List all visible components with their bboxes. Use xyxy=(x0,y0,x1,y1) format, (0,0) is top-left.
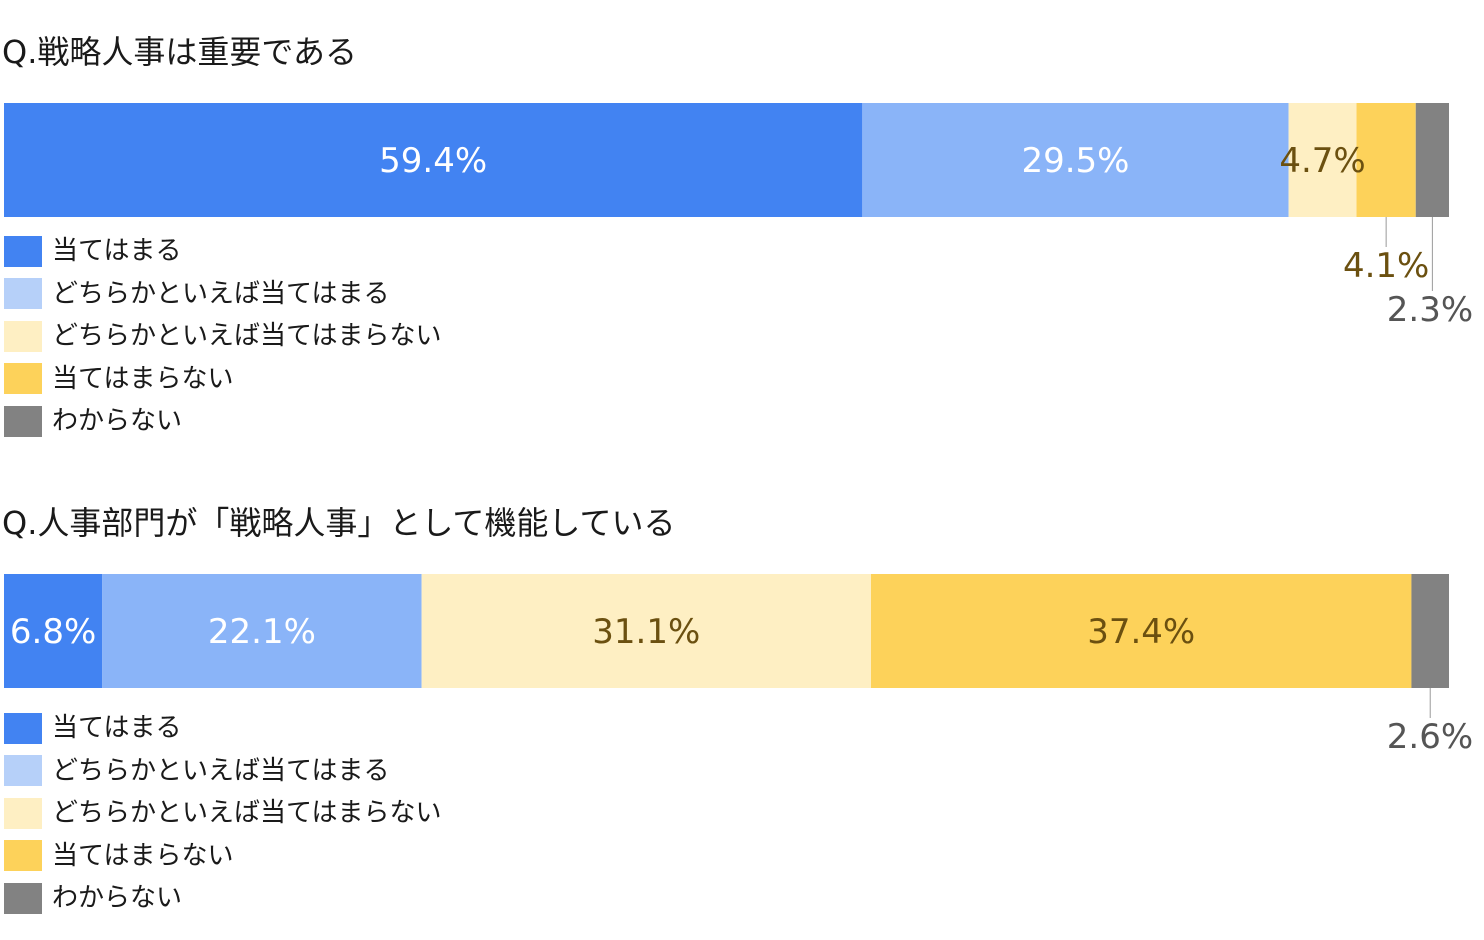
legend-label: 当てはまらない xyxy=(52,363,234,394)
legend-swatch xyxy=(4,712,42,744)
legend-label: 当てはまらない xyxy=(52,840,234,871)
legend-item-disagree: 当てはまらない xyxy=(4,358,441,401)
data-label: 4.1% xyxy=(1343,246,1429,286)
data-label: 6.8% xyxy=(10,612,96,652)
stacked-bar-plot: 6.8% 22.1% 31.1% 37.4% 2.6% xyxy=(4,574,1473,757)
legend-item-strongly-agree: 当てはまる xyxy=(4,707,441,750)
legend-label: どちらかといえば当てはまらない xyxy=(52,798,442,829)
data-label: 37.4% xyxy=(1087,612,1195,652)
legend-swatch xyxy=(4,363,42,395)
data-label: 59.4% xyxy=(379,141,487,181)
data-label: 2.6% xyxy=(1387,717,1473,757)
bar-segment-dont-know xyxy=(1415,103,1449,217)
legend-item-disagree: 当てはまらない xyxy=(4,835,441,878)
bar-segment-dont-know xyxy=(1411,574,1449,688)
bar-segment-somewhat-agree xyxy=(102,574,422,688)
data-label: 31.1% xyxy=(592,612,700,652)
data-label: 29.5% xyxy=(1021,141,1129,181)
bar-segment-strongly-agree xyxy=(4,574,103,688)
chart-strategic-hr-important: Q.戦略人事は重要である 59.4% 29.5% 4.7% 4.1% 2.3% 当てはま… xyxy=(0,32,1484,462)
legend: 当てはまる どちらかといえば当てはまる どちらかといえば当てはまらない 当てはま… xyxy=(4,230,441,443)
bar-segment-disagree xyxy=(871,574,1412,688)
legend-label: わからない xyxy=(52,883,183,914)
chart-title: Q.人事部門が「戦略人事」として機能している xyxy=(2,504,676,542)
legend-item-dont-know: わからない xyxy=(4,877,441,920)
stacked-bar-plot: 59.4% 29.5% 4.7% 4.1%2.3% xyxy=(4,103,1473,330)
legend-swatch xyxy=(4,755,42,787)
data-label: 2.3% xyxy=(1387,290,1473,330)
legend-label: どちらかといえば当てはまらない xyxy=(52,321,442,352)
legend-swatch xyxy=(4,320,42,352)
bar-segment-somewhat-agree xyxy=(862,103,1289,217)
legend-swatch xyxy=(4,840,42,872)
data-label: 4.7% xyxy=(1279,141,1365,181)
legend-label: どちらかといえば当てはまる xyxy=(52,278,390,309)
legend-item-dont-know: わからない xyxy=(4,400,441,443)
bar-segment-somewhat-disagree xyxy=(1288,103,1357,217)
bar-segment-disagree xyxy=(1356,103,1416,217)
legend-label: どちらかといえば当てはまる xyxy=(52,755,390,786)
legend-item-somewhat-agree: どちらかといえば当てはまる xyxy=(4,273,441,316)
legend: 当てはまる どちらかといえば当てはまる どちらかといえば当てはまらない 当てはま… xyxy=(4,707,441,920)
legend-swatch xyxy=(4,882,42,914)
legend-label: わからない xyxy=(52,406,183,437)
legend-item-somewhat-disagree: どちらかといえば当てはまらない xyxy=(4,315,441,358)
bar-segment-strongly-agree xyxy=(4,103,863,217)
data-label: 22.1% xyxy=(208,612,316,652)
legend-label: 当てはまる xyxy=(52,713,182,744)
legend-swatch xyxy=(4,797,42,829)
legend-item-somewhat-disagree: どちらかといえば当てはまらない xyxy=(4,792,441,835)
legend-swatch xyxy=(4,405,42,437)
legend-item-somewhat-agree: どちらかといえば当てはまる xyxy=(4,750,441,793)
legend-swatch xyxy=(4,278,42,310)
legend-label: 当てはまる xyxy=(52,236,182,267)
chart-title: Q.戦略人事は重要である xyxy=(2,33,358,71)
chart-hr-functions-strategically: Q.人事部門が「戦略人事」として機能している 6.8% 22.1% 31.1% 37.… xyxy=(0,503,1484,933)
bar-segment-somewhat-disagree xyxy=(421,574,871,688)
legend-swatch xyxy=(4,235,42,267)
legend-item-strongly-agree: 当てはまる xyxy=(4,230,441,273)
